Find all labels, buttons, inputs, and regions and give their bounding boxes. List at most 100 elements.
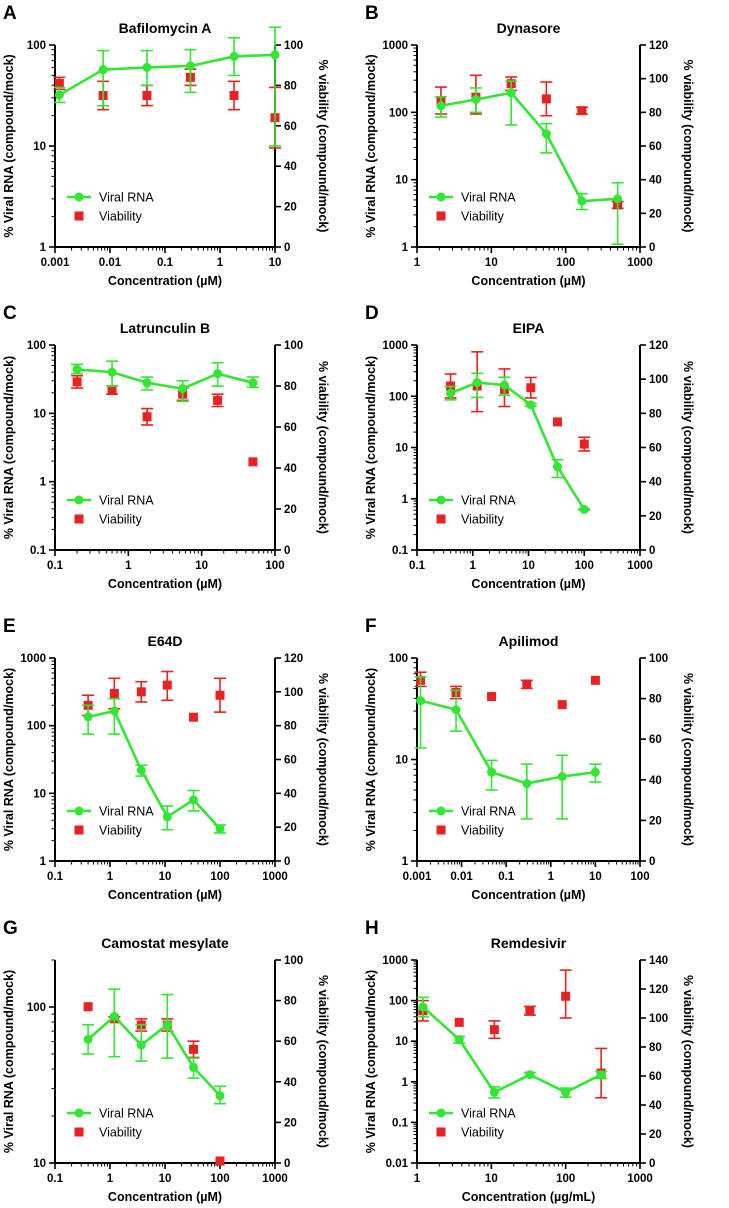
y-left-tick-label: 10 bbox=[395, 175, 408, 187]
legend-viral-label: Viral RNA bbox=[99, 191, 154, 205]
x-tick-label: 1 bbox=[217, 257, 224, 269]
y-left-tick-label: 100 bbox=[27, 721, 46, 733]
viral-rna-point bbox=[613, 194, 623, 204]
viral-rna-point bbox=[451, 705, 461, 715]
viral-rna-point bbox=[270, 50, 280, 60]
panel-letter: G bbox=[3, 918, 18, 939]
viability-point bbox=[215, 1156, 225, 1166]
y-right-tick-label: 40 bbox=[649, 175, 662, 187]
x-tick-label: 1000 bbox=[262, 1173, 288, 1185]
y-right-tick-label: 60 bbox=[284, 422, 297, 434]
viability-point bbox=[489, 1025, 499, 1035]
viral-rna-point bbox=[136, 1040, 146, 1050]
x-tick-label: 10 bbox=[485, 1173, 498, 1185]
y-left-tick-label: 1000 bbox=[382, 955, 408, 967]
y-right-tick-label: 60 bbox=[284, 1036, 297, 1048]
viability-point bbox=[215, 690, 225, 700]
x-tick-label: 0.01 bbox=[99, 257, 122, 269]
panel-letter: A bbox=[3, 3, 17, 24]
viability-point bbox=[142, 412, 152, 422]
y-left-tick-label: 10 bbox=[33, 788, 46, 800]
y-left-tick-label: 10 bbox=[395, 443, 408, 455]
viability-point bbox=[189, 1044, 199, 1054]
legend-viability-marker bbox=[436, 211, 446, 221]
viability-point bbox=[109, 689, 119, 699]
x-tick-label: 10 bbox=[159, 871, 172, 883]
viability-point bbox=[526, 383, 536, 393]
legend-viral-marker bbox=[74, 1108, 84, 1118]
viral-rna-line bbox=[76, 368, 254, 390]
y-axis-label-right: % viability (compound/mock) bbox=[316, 60, 330, 233]
panel-letter: C bbox=[3, 303, 17, 324]
legend-viability-marker bbox=[74, 211, 84, 221]
panel-letter: H bbox=[365, 918, 379, 939]
x-tick-label: 10 bbox=[269, 257, 282, 269]
legend-viability-label: Viability bbox=[99, 1126, 143, 1140]
y-left-tick-label: 100 bbox=[389, 391, 408, 403]
y-right-tick-label: 100 bbox=[284, 687, 303, 699]
legend-viability-label: Viability bbox=[99, 210, 143, 224]
y-left-tick-label: 1000 bbox=[382, 40, 408, 52]
y-right-tick-label: 100 bbox=[284, 340, 303, 352]
y-right-tick-label: 20 bbox=[284, 202, 297, 214]
viability-point bbox=[557, 700, 567, 710]
y-right-tick-label: 120 bbox=[649, 40, 668, 52]
x-tick-label: 1 bbox=[414, 1173, 421, 1185]
y-left-tick-label: 1 bbox=[402, 856, 409, 868]
y-axis-label-right: % viability (compound/mock) bbox=[681, 673, 695, 846]
y-right-tick-label: 0 bbox=[284, 856, 290, 868]
viability-point bbox=[525, 1006, 535, 1016]
y-right-tick-label: 100 bbox=[649, 374, 668, 386]
legend-viability-marker bbox=[74, 514, 84, 524]
x-tick-label: 0.1 bbox=[409, 560, 426, 572]
y-axis-label-right: % viability (compound/mock) bbox=[681, 60, 695, 233]
viral-rna-point bbox=[471, 95, 481, 105]
panel-letter: B bbox=[365, 3, 379, 24]
viral-rna-point bbox=[98, 65, 108, 75]
viral-rna-point bbox=[72, 364, 82, 374]
y-axis-label-right: % viability (compound/mock) bbox=[316, 975, 330, 1148]
y-right-tick-label: 60 bbox=[649, 443, 662, 455]
legend-viral-marker bbox=[74, 495, 84, 505]
viral-rna-line bbox=[87, 1014, 221, 1097]
x-axis-label: Concentration (µM) bbox=[471, 577, 585, 591]
y-axis-label-left: % Viral RNA (compound/mock) bbox=[364, 970, 378, 1153]
viability-point bbox=[136, 687, 146, 697]
y-right-tick-label: 60 bbox=[284, 121, 297, 133]
viability-point bbox=[213, 395, 223, 405]
viral-rna-point bbox=[416, 696, 426, 706]
viral-rna-point bbox=[506, 88, 516, 98]
x-tick-label: 1 bbox=[107, 1173, 114, 1185]
y-right-tick-label: 100 bbox=[284, 40, 303, 52]
y-right-tick-label: 80 bbox=[284, 721, 297, 733]
y-right-tick-label: 0 bbox=[649, 545, 655, 557]
y-axis-label-left: % Viral RNA (compound/mock) bbox=[2, 356, 16, 539]
x-tick-label: 1 bbox=[548, 871, 555, 883]
chart-title: Remdesivir bbox=[491, 935, 567, 951]
viral-rna-point bbox=[109, 706, 119, 716]
y-right-tick-label: 60 bbox=[649, 141, 662, 153]
viability-point bbox=[229, 91, 239, 100]
y-right-tick-label: 80 bbox=[284, 996, 297, 1008]
x-tick-label: 10 bbox=[485, 257, 498, 269]
viability-point bbox=[577, 106, 587, 116]
y-right-tick-label: 40 bbox=[284, 1077, 297, 1089]
viral-rna-point bbox=[54, 90, 64, 100]
viability-point bbox=[107, 385, 117, 395]
y-right-tick-label: 80 bbox=[649, 408, 662, 420]
y-right-tick-label: 0 bbox=[284, 545, 290, 557]
viral-rna-point bbox=[526, 400, 536, 410]
x-tick-label: 10 bbox=[589, 871, 602, 883]
y-right-tick-label: 100 bbox=[284, 955, 303, 967]
legend-viability-marker bbox=[436, 825, 446, 835]
viral-rna-point bbox=[142, 62, 152, 72]
legend-viral-marker bbox=[436, 495, 446, 505]
panel-letter: E bbox=[3, 616, 16, 637]
legend-viral-label: Viral RNA bbox=[461, 1107, 516, 1121]
x-tick-label: 0.01 bbox=[450, 871, 473, 883]
x-tick-label: 1 bbox=[107, 871, 114, 883]
y-right-tick-label: 20 bbox=[284, 822, 297, 834]
viability-point bbox=[579, 439, 589, 449]
